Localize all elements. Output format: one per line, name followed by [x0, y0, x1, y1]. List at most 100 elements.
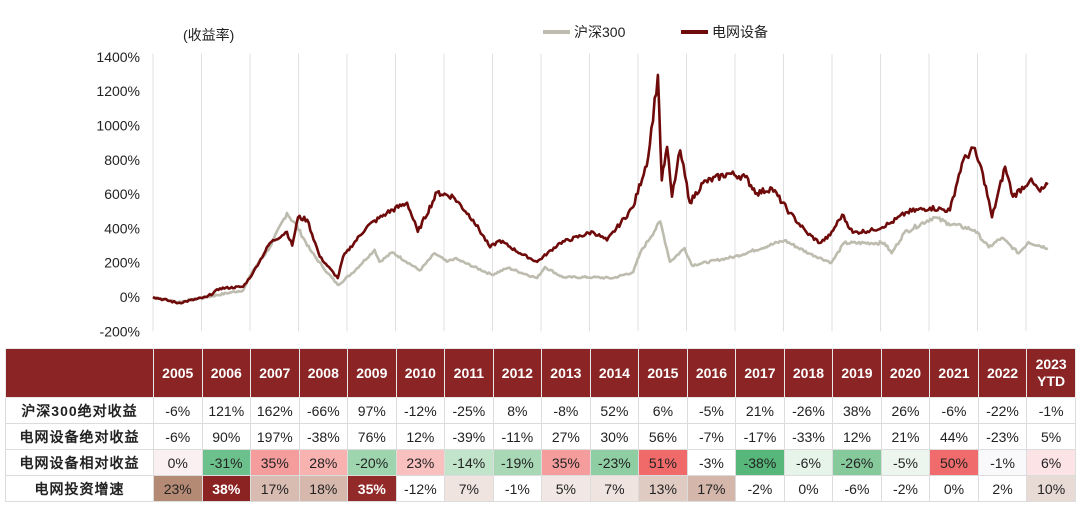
table-cell: 7%	[444, 475, 494, 502]
row-label: 电网设备绝对收益	[5, 423, 154, 450]
table-cell: 2%	[977, 475, 1028, 502]
column-header: 2006	[201, 348, 252, 398]
table-cell: 5%	[541, 475, 591, 502]
table-cell: -23%	[589, 449, 640, 476]
table-cell: -1%	[492, 475, 543, 502]
column-header: 2013	[541, 348, 591, 398]
table-cell: 21%	[880, 423, 931, 450]
table-header-row: 2005 2006 2007 2008 2009 2010 2011 2012 2013 2014…	[5, 348, 1076, 398]
column-header: 2010	[395, 348, 446, 398]
table-cell: 13%	[638, 475, 688, 502]
table-cell: -20%	[347, 449, 397, 476]
table-cell: -2%	[880, 475, 931, 502]
y-tick-label: 1000%	[96, 118, 140, 134]
series-line-grid-equipment	[152, 73, 1049, 305]
table-cell: -2%	[735, 475, 785, 502]
column-header: 2019	[832, 348, 882, 398]
column-header: 2018	[783, 348, 834, 398]
table-cell: -5%	[686, 397, 737, 424]
y-axis-label: (收益率)	[183, 27, 234, 43]
series-line-hs300	[152, 211, 1049, 304]
table-cell: -39%	[444, 423, 494, 450]
table-cell: -17%	[735, 423, 785, 450]
table-cell: -19%	[492, 449, 543, 476]
table-cell: 38%	[832, 397, 882, 424]
table-cell: -38%	[298, 423, 349, 450]
y-tick-label: 1200%	[96, 83, 140, 99]
table-row: 电网投资增速 23% 38% 17% 18% 35% -12% 7% -1% 5% 7% 13% 17%…	[5, 475, 1076, 502]
table-cell: 38%	[201, 475, 252, 502]
table-cell: -22%	[977, 397, 1028, 424]
column-header: 2021	[929, 348, 979, 398]
table-cell: 51%	[638, 449, 688, 476]
table-cell: -3%	[686, 449, 737, 476]
table-cell: 10%	[1026, 475, 1076, 502]
table-cell: -1%	[1026, 397, 1076, 424]
table-cell: 28%	[298, 449, 349, 476]
table-cell: -26%	[832, 449, 882, 476]
y-tick-label: 600%	[104, 186, 140, 202]
table-cell: -11%	[492, 423, 543, 450]
column-header: 2023 YTD	[1026, 348, 1076, 398]
table-cell: 0%	[783, 475, 834, 502]
table-row: 沪深300绝对收益 -6% 121% 162% -66% 97% -12% -25% 8% -8%…	[5, 397, 1076, 424]
table-cell: 35%	[541, 449, 591, 476]
table-cell: -33%	[783, 423, 834, 450]
table-cell: 12%	[832, 423, 882, 450]
table-cell: 30%	[589, 423, 640, 450]
y-tick-label: 1400%	[96, 49, 140, 65]
legend-label-grid-equipment: 电网设备	[712, 24, 768, 40]
y-tick-label: -200%	[100, 323, 140, 339]
table-cell: -14%	[444, 449, 494, 476]
series-lines	[152, 73, 1049, 305]
gridlines	[152, 53, 1027, 332]
table-cell: 23%	[153, 475, 203, 502]
column-header: 2016	[686, 348, 737, 398]
column-header: 2012	[492, 348, 543, 398]
y-axis: 1400% 1200% 1000% 800% 600% 400% 200% 0% -200%	[96, 49, 140, 339]
column-header: 2015	[638, 348, 688, 398]
y-tick-label: 800%	[104, 152, 140, 168]
table-cell: -25%	[444, 397, 494, 424]
table-cell: 21%	[735, 397, 785, 424]
table-cell: -1%	[977, 449, 1028, 476]
table-cell: -26%	[783, 397, 834, 424]
table-cell: -6%	[832, 475, 882, 502]
table-cell: 197%	[250, 423, 300, 450]
column-header: 2008	[298, 348, 349, 398]
table-cell: 12%	[395, 423, 446, 450]
y-tick-label: 0%	[120, 289, 140, 305]
table-cell: -12%	[395, 397, 446, 424]
table-cell: -6%	[153, 397, 203, 424]
table-cell: 35%	[250, 449, 300, 476]
legend-label-hs300: 沪深300	[574, 24, 626, 40]
table-cell: -8%	[541, 397, 591, 424]
table-cell: 23%	[395, 449, 446, 476]
table-row: 电网设备相对收益 0% -31% 35% 28% -20% 23% -14% -19% 35% -2…	[5, 449, 1076, 476]
table-cell: 0%	[929, 475, 979, 502]
table-cell: -5%	[880, 449, 931, 476]
row-label: 沪深300绝对收益	[5, 397, 154, 424]
table-cell: 52%	[589, 397, 640, 424]
table-cell: -31%	[201, 449, 252, 476]
table-cell: 50%	[929, 449, 979, 476]
table-cell: 7%	[589, 475, 640, 502]
table-cell: 56%	[638, 423, 688, 450]
column-header: 2017	[735, 348, 785, 398]
column-header: 2011	[444, 348, 494, 398]
row-label: 电网投资增速	[5, 475, 154, 502]
column-header: 2014	[589, 348, 640, 398]
table-cell: -66%	[298, 397, 349, 424]
table-corner	[5, 348, 154, 398]
legend: 沪深300 电网设备	[543, 24, 768, 40]
table-cell: 97%	[347, 397, 397, 424]
table-cell: -6%	[153, 423, 203, 450]
table-cell: -38%	[735, 449, 785, 476]
table-cell: -7%	[686, 423, 737, 450]
table-cell: 76%	[347, 423, 397, 450]
table-cell: -6%	[783, 449, 834, 476]
column-header: 2007	[250, 348, 300, 398]
table-cell: 17%	[686, 475, 737, 502]
table-cell: 44%	[929, 423, 979, 450]
table-cell: -23%	[977, 423, 1028, 450]
